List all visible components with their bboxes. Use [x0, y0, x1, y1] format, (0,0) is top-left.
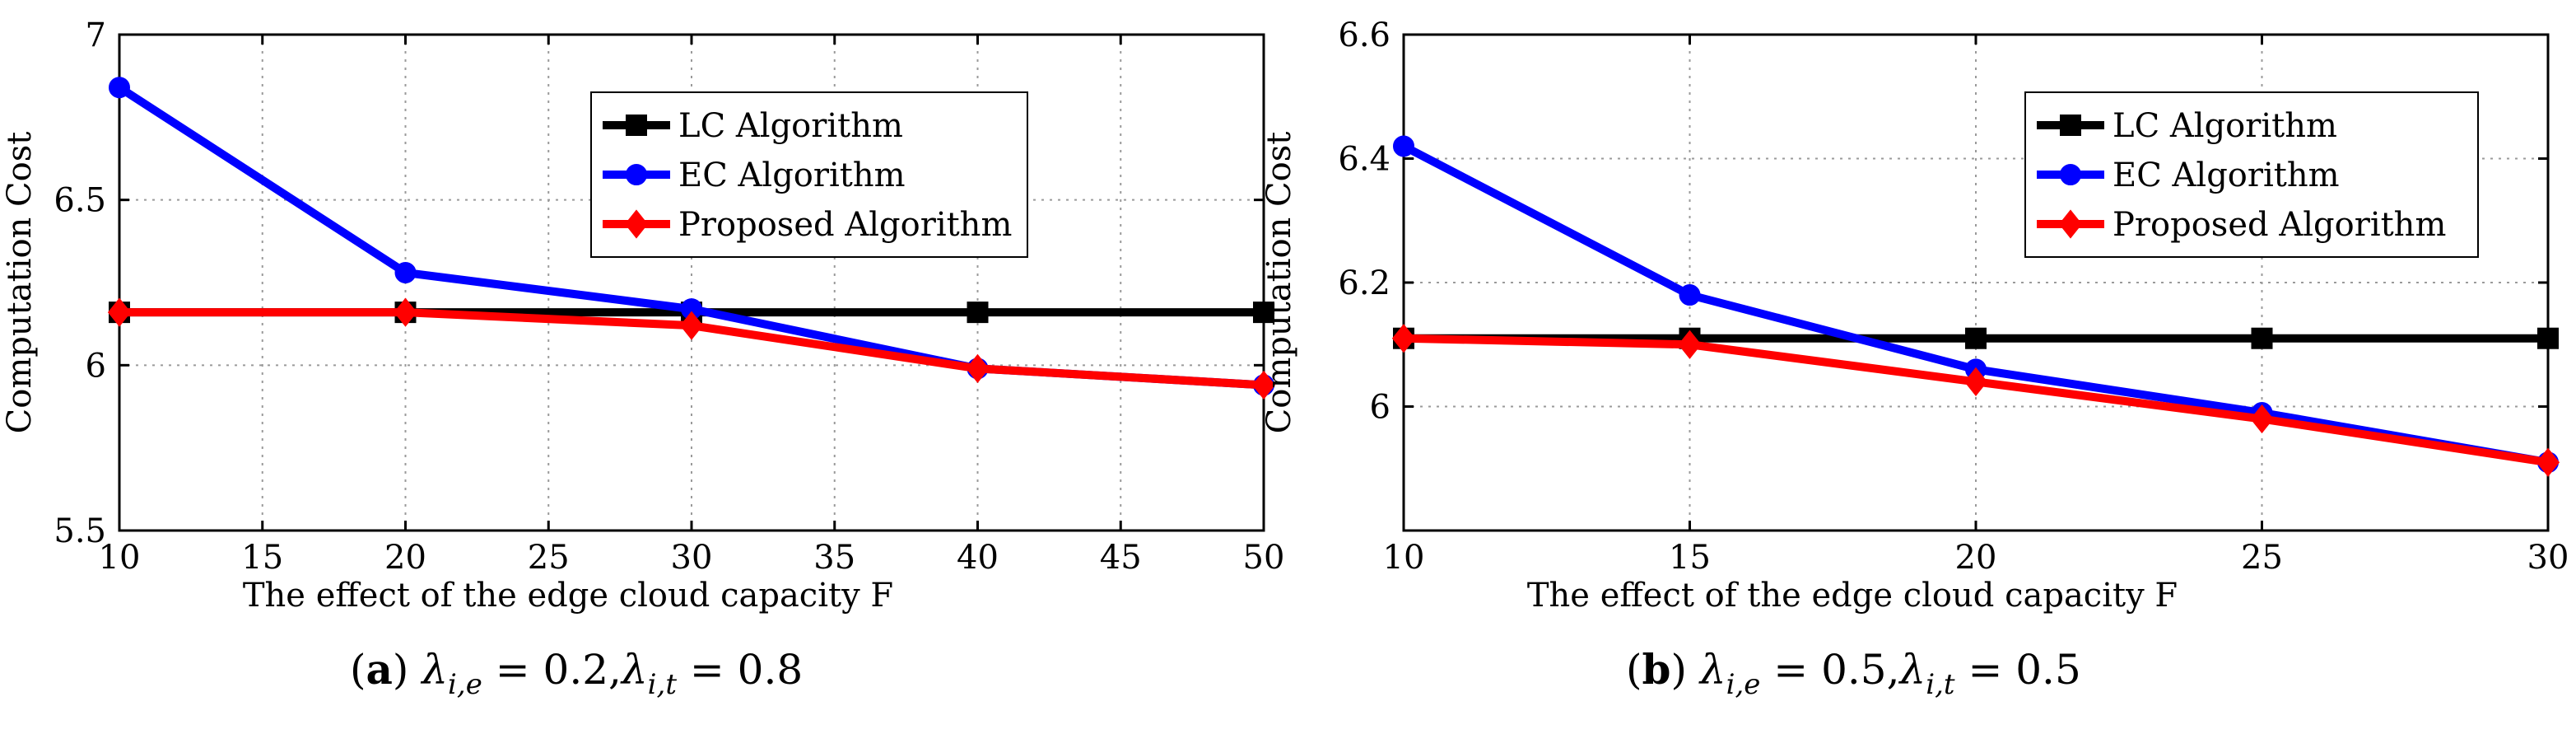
legend-swatch-marker	[626, 115, 647, 136]
caption-lambda: λ	[620, 646, 648, 694]
x-tick-label: 20	[1955, 539, 1997, 577]
y-tick-label: 6.2	[1338, 264, 1390, 302]
caption-value: = 0.5,	[1760, 646, 1899, 694]
legend: LC Algorithm EC Algorithm Proposed Algorit…	[2024, 91, 2479, 258]
x-tick-label: 35	[813, 539, 855, 577]
series-proposed-algorithm	[1391, 324, 2560, 477]
x-axis-label: The effect of the edge cloud capacity F	[1527, 577, 2178, 615]
x-tick-label: 30	[2527, 539, 2569, 577]
caption-letter: a	[366, 645, 393, 694]
data-point	[967, 302, 989, 324]
y-tick-label: 6.5	[54, 182, 106, 220]
y-axis-label: Computation Cost	[1, 132, 39, 434]
legend-swatch-marker	[2060, 164, 2081, 185]
caption-subscript: i,e	[1726, 668, 1761, 701]
data-point	[679, 311, 704, 340]
data-point	[394, 297, 417, 327]
data-point	[2251, 327, 2273, 349]
x-tick-label: 10	[1383, 539, 1425, 577]
data-point	[394, 261, 417, 283]
data-point	[1963, 367, 1988, 397]
data-point	[1678, 330, 1702, 359]
x-tick-label: 30	[671, 539, 713, 577]
legend-label: EC Algorithm	[678, 157, 906, 194]
legend-label: LC Algorithm	[678, 107, 903, 145]
legend: LC Algorithm EC Algorithm Proposed Algorit…	[590, 91, 1028, 258]
caption-lambda: λ	[1698, 646, 1726, 694]
caption-subscript: i,t	[648, 668, 678, 701]
caption-value: = 0.2,	[482, 646, 622, 694]
data-point	[1393, 135, 1414, 157]
data-point	[1251, 370, 1276, 400]
x-tick-label: 40	[957, 539, 999, 577]
caption-text: (b) λi,e = 0.5,λi,t = 0.5	[1626, 645, 2081, 701]
data-point	[107, 297, 132, 327]
y-tick-label: 6	[86, 347, 106, 385]
chart-panel-a: 10 15 20 25 30 35 40 45 50 5.5 6 6.5 7 The effect of …	[1, 16, 1284, 701]
legend-label: Proposed Algorithm	[678, 206, 1012, 244]
legend-label: LC Algorithm	[2113, 107, 2337, 145]
data-point	[1965, 327, 1987, 349]
x-tick-label: 10	[99, 539, 141, 577]
chart-panel-b: 10 15 20 25 30 6 6.2 6.4 6.6 The effect of the ed…	[1260, 16, 2569, 701]
y-tick-label: 5.5	[54, 512, 106, 550]
x-tick-label: 25	[528, 539, 570, 577]
x-tick-label: 50	[1243, 539, 1285, 577]
y-tick-label: 6.6	[1338, 16, 1390, 54]
data-point	[109, 77, 130, 99]
legend-swatch-marker	[626, 164, 647, 185]
legend-label: EC Algorithm	[2113, 157, 2340, 194]
data-point	[2537, 327, 2559, 349]
y-axis-label: Computation Cost	[1260, 132, 1298, 434]
x-tick-label: 20	[384, 539, 426, 577]
caption: (a) λi,e = 0.2,λi,t = 0.8	[350, 645, 803, 701]
series-proposed-algorithm	[107, 297, 1276, 400]
legend-swatch-marker	[2058, 209, 2083, 239]
caption-lambda: λ	[420, 646, 448, 694]
y-tick-label: 6.4	[1338, 141, 1390, 179]
x-tick-label: 15	[1669, 539, 1711, 577]
caption-value: = 0.8	[677, 646, 803, 694]
x-tick-label: 25	[2241, 539, 2283, 577]
data-point	[966, 353, 990, 383]
data-point	[2536, 447, 2560, 477]
caption-lambda: λ	[1898, 646, 1926, 694]
x-tick-label: 45	[1100, 539, 1142, 577]
data-point	[1253, 302, 1274, 324]
data-point	[1679, 284, 1701, 306]
x-axis-label: The effect of the edge cloud capacity F	[243, 577, 893, 615]
caption-value: = 0.5	[1955, 646, 2081, 694]
y-tick-label: 6	[1370, 389, 1390, 427]
caption: (b) λi,e = 0.5,λi,t = 0.5	[1626, 645, 2081, 701]
caption-letter: b	[1642, 645, 1671, 694]
x-tick-label: 15	[241, 539, 283, 577]
legend-swatch-marker	[2060, 115, 2081, 136]
series-lc-algorithm	[1393, 327, 2559, 349]
legend-swatch-marker	[624, 209, 649, 239]
data-point	[2250, 404, 2274, 434]
legend-label: Proposed Algorithm	[2113, 206, 2446, 244]
data-point	[1391, 324, 1416, 353]
caption-text: (a) λi,e = 0.2,λi,t = 0.8	[350, 645, 803, 701]
y-tick-label: 7	[86, 16, 106, 54]
caption-subscript: i,t	[1926, 668, 1955, 701]
caption-subscript: i,e	[448, 668, 482, 701]
